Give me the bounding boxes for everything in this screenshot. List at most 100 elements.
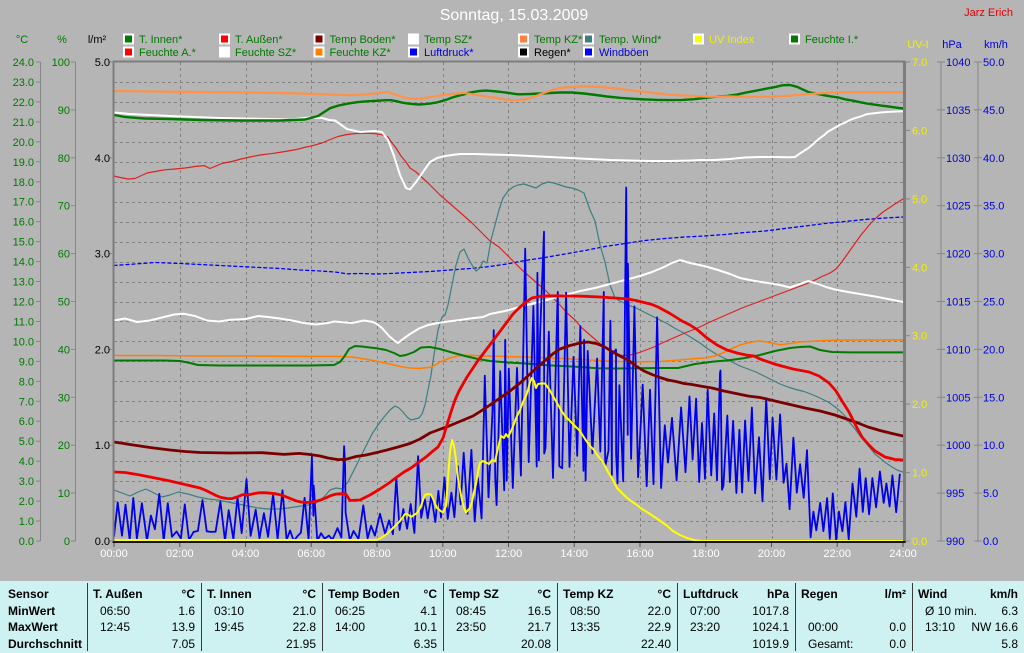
svg-text:°C: °C xyxy=(182,587,196,601)
svg-text:15.0: 15.0 xyxy=(13,237,34,249)
svg-text:°C: °C xyxy=(424,587,438,601)
svg-text:13.0: 13.0 xyxy=(13,277,34,289)
svg-text:Temp Boden: Temp Boden xyxy=(328,587,400,601)
svg-text:40: 40 xyxy=(58,344,70,356)
svg-text:35.0: 35.0 xyxy=(983,201,1004,213)
svg-text:4.1: 4.1 xyxy=(420,604,437,618)
svg-text:16:00: 16:00 xyxy=(626,548,654,560)
svg-text:Durchschnitt: Durchschnitt xyxy=(8,637,82,651)
svg-text:Sensor: Sensor xyxy=(8,587,49,601)
svg-text:990: 990 xyxy=(946,536,964,548)
svg-text:1.0: 1.0 xyxy=(19,516,34,528)
svg-text:22.9: 22.9 xyxy=(648,620,672,634)
svg-text:1025: 1025 xyxy=(946,201,970,213)
svg-text:0: 0 xyxy=(64,536,70,548)
svg-text:20:00: 20:00 xyxy=(758,548,786,560)
svg-text:T. Innen: T. Innen xyxy=(207,587,252,601)
svg-text:0.0: 0.0 xyxy=(912,536,927,548)
svg-text:06:25: 06:25 xyxy=(335,604,365,618)
svg-text:1.0: 1.0 xyxy=(912,468,927,480)
svg-text:16.0: 16.0 xyxy=(13,217,34,229)
svg-text:6.35: 6.35 xyxy=(414,637,438,651)
svg-text:7.0: 7.0 xyxy=(912,57,927,69)
svg-text:7.05: 7.05 xyxy=(172,637,196,651)
svg-text:1.6: 1.6 xyxy=(178,604,195,618)
svg-text:1.0: 1.0 xyxy=(95,440,110,452)
svg-text:4.0: 4.0 xyxy=(95,153,110,165)
svg-text:40.0: 40.0 xyxy=(983,153,1004,165)
svg-text:Feuchte A.*: Feuchte A.* xyxy=(139,47,197,59)
svg-text:10.1: 10.1 xyxy=(414,620,438,634)
svg-text:Temp Boden*: Temp Boden* xyxy=(330,34,397,46)
svg-text:6.3: 6.3 xyxy=(1001,604,1018,618)
svg-text:2.0: 2.0 xyxy=(19,496,34,508)
svg-text:9.0: 9.0 xyxy=(19,356,34,368)
svg-text:08:45: 08:45 xyxy=(456,604,486,618)
svg-text:1015: 1015 xyxy=(946,297,970,309)
svg-text:14:00: 14:00 xyxy=(560,548,588,560)
svg-text:13.9: 13.9 xyxy=(172,620,196,634)
svg-text:21.0: 21.0 xyxy=(293,604,317,618)
svg-text:Windböen: Windböen xyxy=(599,47,649,59)
svg-text:21.95: 21.95 xyxy=(286,637,316,651)
svg-text:Sonntag, 15.03.2009: Sonntag, 15.03.2009 xyxy=(440,7,589,24)
svg-text:0.0: 0.0 xyxy=(19,536,34,548)
svg-text:20.0: 20.0 xyxy=(13,137,34,149)
svg-text:00:00: 00:00 xyxy=(100,548,128,560)
svg-text:l/m²: l/m² xyxy=(885,587,906,601)
svg-text:1024.1: 1024.1 xyxy=(752,620,789,634)
svg-text:Wind: Wind xyxy=(918,587,947,601)
svg-text:Regen: Regen xyxy=(801,587,838,601)
svg-text:3.0: 3.0 xyxy=(912,331,927,343)
svg-text:24.0: 24.0 xyxy=(13,57,34,69)
svg-text:UV-I: UV-I xyxy=(907,39,928,51)
svg-text:13:35: 13:35 xyxy=(570,620,600,634)
svg-text:UV Index: UV Index xyxy=(709,34,755,46)
svg-text:10.0: 10.0 xyxy=(983,440,1004,452)
svg-text:°C: °C xyxy=(658,587,672,601)
svg-text:%: % xyxy=(57,34,67,46)
svg-text:16.5: 16.5 xyxy=(528,604,552,618)
svg-text:15.0: 15.0 xyxy=(983,392,1004,404)
svg-text:MaxWert: MaxWert xyxy=(8,620,58,634)
svg-text:11.0: 11.0 xyxy=(13,317,34,329)
svg-text:5.0: 5.0 xyxy=(95,57,110,69)
svg-text:22:00: 22:00 xyxy=(823,548,851,560)
svg-text:20.08: 20.08 xyxy=(521,637,551,651)
svg-text:0.0: 0.0 xyxy=(889,637,906,651)
svg-text:14:00: 14:00 xyxy=(335,620,365,634)
svg-text:6.0: 6.0 xyxy=(19,416,34,428)
svg-text:8.0: 8.0 xyxy=(19,376,34,388)
svg-text:23:20: 23:20 xyxy=(690,620,720,634)
svg-text:45.0: 45.0 xyxy=(983,105,1004,117)
svg-text:3.0: 3.0 xyxy=(95,249,110,261)
svg-text:2.0: 2.0 xyxy=(95,344,110,356)
svg-text:4.0: 4.0 xyxy=(19,456,34,468)
svg-text:50: 50 xyxy=(58,297,70,309)
svg-text:°C: °C xyxy=(303,587,317,601)
svg-text:T. Außen*: T. Außen* xyxy=(235,34,283,46)
svg-text:00:00: 00:00 xyxy=(808,620,838,634)
svg-text:30.0: 30.0 xyxy=(983,249,1004,261)
svg-text:12.0: 12.0 xyxy=(13,297,34,309)
svg-text:0.0: 0.0 xyxy=(95,536,110,548)
svg-text:°C: °C xyxy=(16,34,28,46)
svg-text:1019.9: 1019.9 xyxy=(752,637,789,651)
svg-text:06:50: 06:50 xyxy=(100,604,130,618)
svg-text:20: 20 xyxy=(58,440,70,452)
svg-text:12:00: 12:00 xyxy=(495,548,523,560)
svg-text:6.0: 6.0 xyxy=(912,125,927,137)
svg-text:Feuchte I.*: Feuchte I.* xyxy=(805,34,859,46)
svg-text:hPa: hPa xyxy=(767,587,789,601)
svg-text:Temp SZ: Temp SZ xyxy=(449,587,499,601)
svg-text:10: 10 xyxy=(58,488,70,500)
svg-text:Ø 10 min.: Ø 10 min. xyxy=(925,604,977,618)
svg-text:23:50: 23:50 xyxy=(456,620,486,634)
svg-text:90: 90 xyxy=(58,105,70,117)
svg-text:MinWert: MinWert xyxy=(8,604,55,618)
svg-text:08:50: 08:50 xyxy=(570,604,600,618)
svg-text:22.40: 22.40 xyxy=(641,637,671,651)
svg-text:995: 995 xyxy=(946,488,964,500)
svg-text:7.0: 7.0 xyxy=(19,396,34,408)
svg-text:17.0: 17.0 xyxy=(13,197,34,209)
